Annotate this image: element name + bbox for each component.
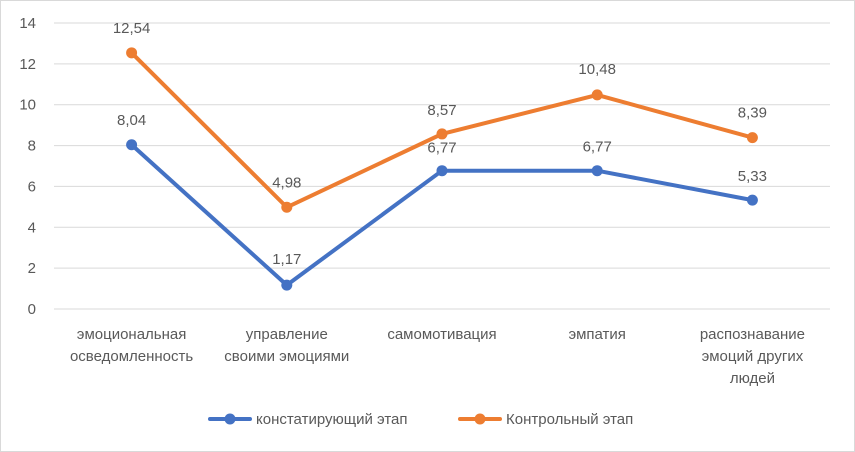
data-point xyxy=(436,165,448,177)
x-category-label-line: осведомленность xyxy=(70,348,193,365)
data-label: 12,54 xyxy=(113,20,151,37)
legend-swatch-marker xyxy=(474,413,486,425)
data-label: 6,77 xyxy=(583,139,612,156)
data-label: 10,48 xyxy=(578,61,616,78)
x-category-label: управление своими эмоциями xyxy=(224,326,349,365)
y-tick-label: 12 xyxy=(19,56,36,73)
x-category-label-line: распознавание xyxy=(700,326,805,343)
data-label: 8,57 xyxy=(427,102,456,119)
y-tick-label: 0 xyxy=(28,301,36,318)
data-label: 8,04 xyxy=(117,112,146,129)
data-point xyxy=(591,89,603,101)
legend-label: констатирующий этап xyxy=(256,411,408,428)
legend-item: констатирующий этап xyxy=(208,411,408,428)
data-label: 5,33 xyxy=(738,168,767,185)
legend-label: Контрольный этап xyxy=(506,411,633,428)
legend-item: Контрольный этап xyxy=(458,411,633,428)
x-category-label: эмпатия xyxy=(568,326,625,343)
x-category-label: самомотивация xyxy=(387,326,496,343)
data-point xyxy=(281,279,293,291)
legend-swatch-marker xyxy=(224,413,236,425)
gridlines xyxy=(54,22,830,310)
data-label: 6,77 xyxy=(427,140,456,157)
x-category-label-line: эмпатия xyxy=(568,326,625,343)
data-point xyxy=(126,139,138,151)
x-category-label: эмоциональная осведомленность xyxy=(70,326,193,365)
x-category-label-line: самомотивация xyxy=(387,326,496,343)
x-category-label-line: людей xyxy=(730,370,775,387)
y-tick-label: 6 xyxy=(28,178,36,195)
series-layer xyxy=(126,47,758,291)
data-point xyxy=(126,47,138,59)
data-point xyxy=(591,165,603,177)
y-tick-label: 2 xyxy=(28,260,36,277)
x-category-label-line: своими эмоциями xyxy=(224,348,349,365)
data-label: 8,39 xyxy=(738,105,767,122)
y-tick-label: 4 xyxy=(28,219,36,236)
data-point xyxy=(281,201,293,213)
x-category-label-line: управление xyxy=(246,326,328,343)
legend: констатирующий этап Контрольный этап xyxy=(208,411,633,428)
x-category-label-line: эмоций других xyxy=(702,348,804,365)
y-axis: 0 2 4 6 8 10 12 14 xyxy=(19,15,36,318)
data-point xyxy=(746,132,758,144)
data-labels: 8,04 1,17 6,77 6,77 5,33 12,54 4,98 8,57 10,48 8,… xyxy=(113,20,767,268)
data-point xyxy=(746,194,758,206)
x-axis: эмоциональная осведомленность управление св… xyxy=(70,326,805,387)
y-tick-label: 8 xyxy=(28,138,36,155)
data-point xyxy=(436,128,448,140)
y-tick-label: 14 xyxy=(19,15,36,32)
x-category-label: распознавание эмоций других людей xyxy=(700,326,805,387)
data-label: 1,17 xyxy=(272,251,301,268)
y-tick-label: 10 xyxy=(19,97,36,114)
x-category-label-line: эмоциональная xyxy=(77,326,187,343)
data-label: 4,98 xyxy=(272,174,301,191)
